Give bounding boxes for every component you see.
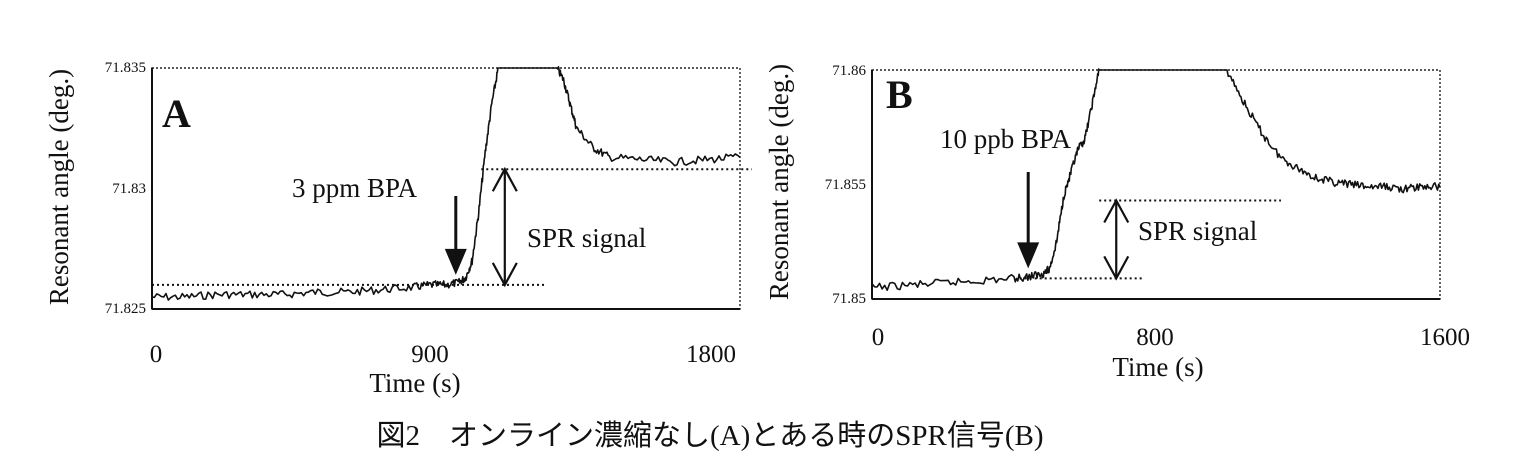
figure-caption: 図2 オンライン濃縮なし(A)とある時のSPR信号(B) (376, 419, 1043, 452)
injection-arrow-a-head (444, 248, 467, 275)
y-tick-label-b-top: 71.86 (832, 63, 866, 79)
injection-label-b: 10 ppb BPA (940, 124, 1072, 154)
plot-frame-a (151, 67, 741, 310)
x-tick-label-a-900: 900 (411, 341, 449, 368)
signal-arrow-a-head-up (491, 166, 518, 192)
injection-arrow-b-head (1017, 242, 1040, 269)
panel-letter-a: A (162, 91, 191, 136)
chart-panel-a: 71.835 71.83 71.825 0 900 1800 Time (s) … (44, 60, 752, 398)
signal-arrow-b-head-up (1103, 198, 1130, 224)
signal-arrow-a-head-down (491, 262, 518, 288)
signal-label-a: SPR signal (527, 223, 646, 253)
y-tick-label-a-mid: 71.83 (112, 181, 146, 197)
y-tick-label-b-bottom: 71.85 (832, 291, 866, 307)
x-tick-label-a-0: 0 (150, 341, 163, 368)
x-tick-label-b-0: 0 (872, 324, 885, 351)
chart-panel-b: 71.86 71.855 71.85 0 800 1600 Time (s) R… (764, 63, 1470, 382)
injection-arrow-b (1017, 172, 1040, 269)
signal-arrow-b (1103, 198, 1130, 281)
signal-label-b: SPR signal (1138, 216, 1257, 246)
series-line-a (151, 66, 741, 301)
panel-letter-b: B (886, 72, 913, 117)
x-tick-label-a-1800: 1800 (686, 341, 736, 368)
y-axis-label-b: Resonant angle (deg.) (764, 64, 794, 300)
x-tick-label-b-1600: 1600 (1420, 324, 1470, 351)
y-tick-label-a-bottom: 71.825 (105, 301, 146, 317)
y-tick-label-b-mid: 71.855 (825, 177, 866, 193)
x-axis-label-a: Time (s) (369, 368, 460, 398)
y-tick-label-a-top: 71.835 (105, 60, 146, 76)
injection-label-a: 3 ppm BPA (292, 173, 418, 203)
injection-arrow-a (444, 196, 467, 275)
signal-arrow-a (491, 166, 518, 288)
signal-arrow-b-head-down (1103, 255, 1130, 281)
y-axis-label-a: Resonant angle (deg.) (44, 69, 74, 305)
x-axis-label-b: Time (s) (1112, 352, 1203, 382)
series-line-b (871, 68, 1441, 291)
x-tick-label-b-800: 800 (1136, 324, 1174, 351)
